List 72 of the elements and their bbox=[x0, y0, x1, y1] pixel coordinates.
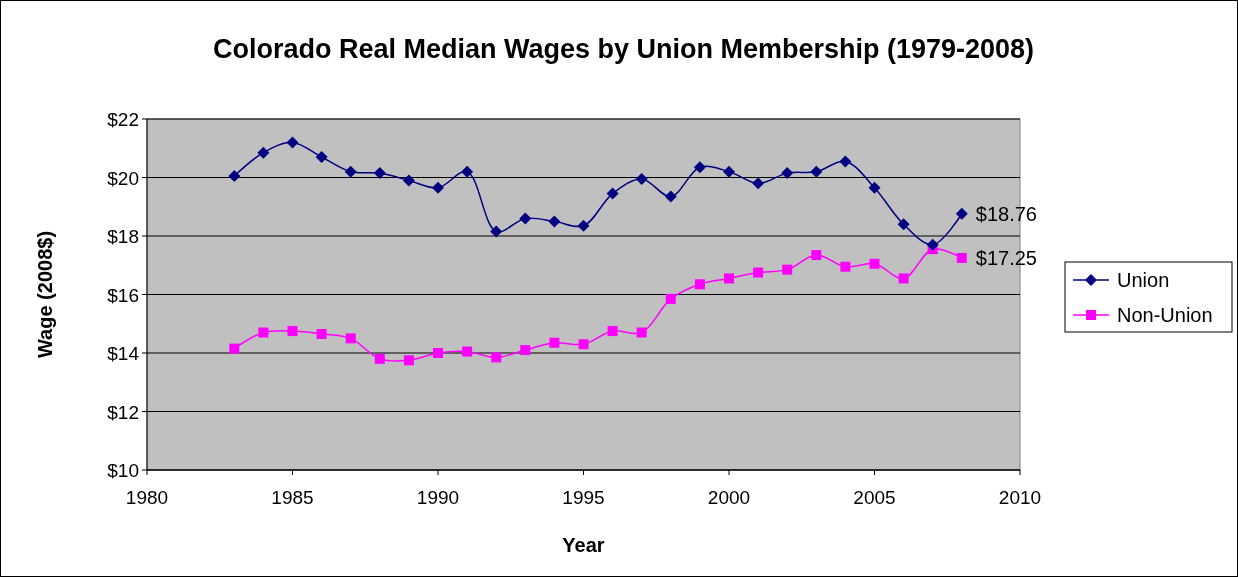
point bbox=[694, 279, 705, 290]
x-axis-title: Year bbox=[562, 534, 605, 556]
x-tick-label: 1985 bbox=[271, 487, 314, 508]
point bbox=[258, 327, 269, 338]
point bbox=[548, 215, 561, 228]
point bbox=[228, 170, 241, 183]
point bbox=[753, 267, 764, 278]
point bbox=[577, 219, 590, 232]
point bbox=[664, 190, 677, 203]
y-tick-label: $22 bbox=[107, 109, 139, 130]
point bbox=[635, 172, 648, 185]
point bbox=[287, 326, 298, 337]
point bbox=[782, 264, 793, 275]
x-tick-label: 1990 bbox=[416, 487, 460, 508]
point bbox=[723, 165, 735, 178]
chart-title: Colorado Real Median Wages by Union Membership (1979-2008) bbox=[212, 34, 1035, 64]
point bbox=[897, 218, 910, 231]
point bbox=[665, 293, 676, 304]
point bbox=[840, 261, 851, 272]
x-tick-label: 2000 bbox=[707, 487, 751, 508]
point bbox=[607, 326, 618, 337]
point bbox=[606, 187, 619, 200]
legend-label: Non-Union bbox=[1117, 304, 1213, 326]
point bbox=[432, 181, 444, 194]
point bbox=[724, 273, 734, 284]
y-tick-label: $20 bbox=[107, 167, 139, 189]
data-label: $18.76 bbox=[975, 202, 1037, 225]
point bbox=[956, 252, 967, 263]
point bbox=[462, 346, 473, 357]
point bbox=[926, 238, 939, 251]
x-tick-label: 1995 bbox=[562, 487, 605, 508]
y-axis-title: Wage (2008$) bbox=[34, 230, 56, 359]
point bbox=[549, 337, 560, 348]
point bbox=[693, 161, 706, 174]
point bbox=[810, 165, 823, 178]
point bbox=[257, 146, 270, 159]
data-label: $17.25 bbox=[975, 246, 1037, 269]
point bbox=[520, 345, 531, 356]
point bbox=[344, 165, 357, 178]
point bbox=[286, 136, 299, 149]
y-tick-label: $18 bbox=[107, 226, 139, 247]
point bbox=[811, 250, 822, 261]
y-tick-label: $12 bbox=[107, 401, 139, 423]
legend-label: Union bbox=[1117, 269, 1170, 291]
point bbox=[752, 177, 765, 190]
point bbox=[316, 328, 327, 339]
point bbox=[315, 151, 328, 164]
y-tick-label: $10 bbox=[107, 460, 139, 481]
point bbox=[955, 207, 968, 220]
point bbox=[868, 181, 881, 194]
y-tick-label: $16 bbox=[107, 284, 139, 306]
y-tick-label: $14 bbox=[107, 343, 140, 364]
x-tick-label: 2005 bbox=[853, 487, 896, 508]
point bbox=[461, 165, 474, 178]
point bbox=[781, 167, 794, 180]
point bbox=[374, 353, 385, 364]
point bbox=[345, 333, 356, 344]
point bbox=[839, 155, 852, 168]
point bbox=[519, 212, 532, 225]
point bbox=[636, 327, 647, 338]
point bbox=[490, 225, 503, 238]
point bbox=[433, 348, 443, 358]
point bbox=[491, 352, 502, 363]
point bbox=[403, 355, 414, 366]
point bbox=[373, 167, 386, 180]
point bbox=[402, 174, 415, 187]
x-tick-label: 2010 bbox=[998, 487, 1042, 508]
point bbox=[229, 343, 240, 354]
point bbox=[869, 258, 880, 269]
x-tick-label: 1980 bbox=[125, 487, 169, 508]
point bbox=[578, 339, 589, 350]
point bbox=[898, 273, 909, 284]
